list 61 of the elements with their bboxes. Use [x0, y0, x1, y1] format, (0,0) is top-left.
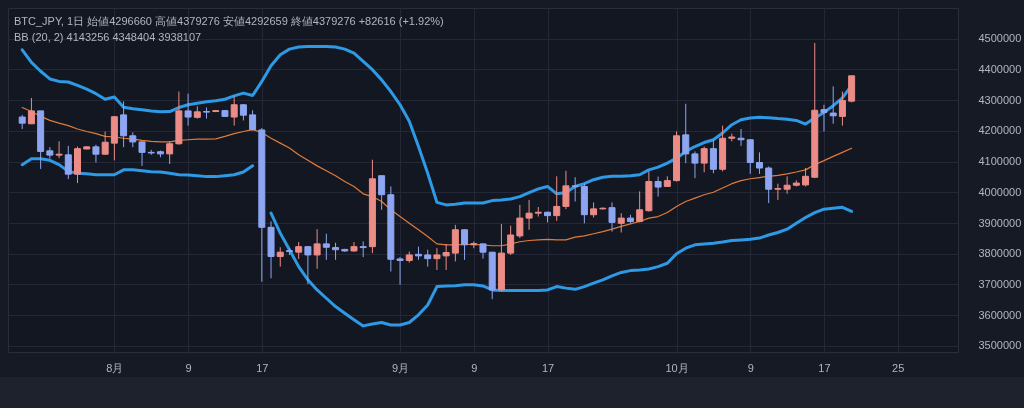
candlestick [617, 212, 625, 234]
candlestick [636, 190, 644, 223]
y-tick-label: 3800000 [978, 247, 1022, 260]
y-tick-label: 4400000 [978, 62, 1022, 75]
candlestick [507, 225, 515, 256]
candlestick [571, 176, 579, 202]
candlestick [553, 175, 561, 222]
y-tick-label: 4200000 [978, 124, 1022, 137]
candlestick [654, 176, 662, 198]
candlestick [46, 146, 54, 159]
candlestick [184, 93, 192, 127]
candlestick [608, 201, 616, 233]
candlestick [166, 140, 174, 165]
candlestick [838, 91, 846, 127]
candlestick [64, 145, 72, 180]
candlestick [829, 85, 837, 125]
candlestick [138, 140, 146, 167]
y-tick-label: 3700000 [978, 277, 1022, 290]
candlestick [820, 104, 828, 132]
candlestick [461, 228, 469, 261]
candlestick [313, 228, 321, 270]
candlestick [765, 165, 773, 204]
candlestick [451, 224, 459, 262]
candlestick [746, 138, 754, 175]
x-tick-label: 9 [471, 361, 478, 374]
y-tick-label: 3500000 [978, 339, 1022, 352]
candlestick [249, 109, 257, 132]
text: BTC_JPY, 1日 始値4296660 高値4379276 安値4292659 終値4379276 +82616 (+1.92%) [14, 15, 444, 27]
x-tick-label: 17 [818, 361, 831, 374]
candlestick [682, 103, 690, 164]
x-tick-label: 17 [541, 361, 555, 374]
y-tick-label: 4500000 [978, 32, 1022, 45]
y-tick-label: 4000000 [978, 185, 1022, 198]
candlestick [396, 256, 404, 286]
candlestick [378, 175, 386, 211]
y-tick-label: 4300000 [978, 93, 1022, 106]
text: BB (20, 2) 4143256 4348404 3938107 [14, 31, 202, 43]
y-tick-label: 3900000 [978, 216, 1022, 229]
y-tick-label: 3600000 [978, 308, 1022, 321]
candlestick [27, 97, 35, 125]
candlestick [55, 140, 63, 159]
x-tick-label: 10月 [665, 361, 689, 374]
candlestick [562, 170, 570, 210]
candlestick [304, 245, 312, 285]
y-tick-label: 4100000 [978, 155, 1022, 168]
x-tick-label: 8月 [106, 361, 124, 374]
candlestick [709, 139, 717, 174]
candlestick [276, 246, 284, 268]
candlestick [120, 100, 128, 148]
x-tick-label: 9月 [392, 361, 410, 374]
candlestick [737, 128, 745, 147]
candlestick [700, 146, 708, 173]
candlestick [322, 233, 330, 261]
candlestick [755, 151, 763, 175]
x-tick-label: 9 [747, 361, 754, 374]
candlestick [101, 130, 109, 156]
x-tick-label: 17 [256, 361, 269, 374]
x-tick-label: 9 [185, 361, 192, 374]
x-tick-label: 25 [892, 361, 905, 374]
candlestick [230, 95, 238, 127]
candlestick [691, 150, 699, 179]
